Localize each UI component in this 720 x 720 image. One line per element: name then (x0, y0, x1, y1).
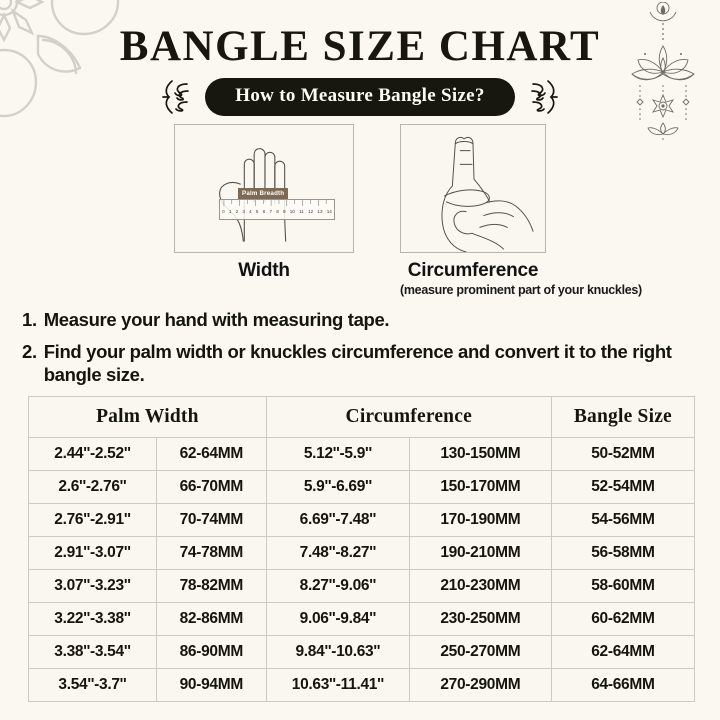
list-item: 1. Measure your hand with measuring tape… (22, 308, 698, 332)
table-cell: 9.84''-10.63'' (265, 635, 410, 669)
mandala-flower-ornament (0, 0, 132, 130)
table-cell: 3.38''-3.54'' (28, 635, 157, 669)
table-row: 2.91''-3.07'' 74-78MM 7.48''-8.27'' 190-210… (28, 536, 696, 570)
table-cell: 5.9''-6.69'' (265, 470, 410, 504)
hand-with-measuring-tape-icon (400, 124, 546, 253)
step-text: Find your palm width or knuckles circumf… (43, 340, 672, 386)
table-cell: 3.22''-3.38'' (28, 602, 157, 636)
list-item: 2. Find your palm width or knuckles circ… (22, 340, 698, 387)
table-cell: 250-270MM (408, 635, 552, 669)
column-header-bangle-size: Bangle Size (550, 396, 696, 438)
page-title: BANGLE SIZE CHART (119, 23, 601, 70)
table-body: 2.44''-2.52'' 62-64MM 5.12''-5.9'' 130-150M… (28, 437, 696, 702)
table-cell: 5.12''-5.9'' (265, 437, 410, 471)
table-cell: 74-78MM (155, 536, 267, 570)
table-cell: 52-54MM (550, 470, 696, 504)
table-cell: 3.07''-3.23'' (28, 569, 157, 603)
table-cell: 54-56MM (550, 503, 696, 537)
table-cell: 58-60MM (550, 569, 696, 603)
table-cell: 2.6''-2.76'' (28, 470, 157, 504)
column-header-circumference: Circumference (265, 396, 552, 438)
table-cell: 270-290MM (408, 668, 552, 702)
table-cell: 90-94MM (155, 668, 267, 702)
column-header-palm-width: Palm Width (28, 396, 267, 438)
how-to-measure-banner: How to Measure Bangle Size? (0, 78, 720, 116)
width-diagram: Palm Breadth 0 1 2 3 4 5 6 7 8 9 10 11 12 13 14 (174, 124, 354, 282)
table-cell: 62-64MM (155, 437, 267, 471)
table-cell: 130-150MM (408, 437, 552, 471)
table-cell: 78-82MM (155, 569, 267, 603)
table-cell: 210-230MM (408, 569, 552, 603)
table-cell: 56-58MM (550, 536, 696, 570)
table-row: 2.76''-2.91'' 70-74MM 6.69''-7.48'' 170-190… (28, 503, 696, 537)
table-cell: 9.06''-9.84'' (265, 602, 410, 636)
table-cell: 70-74MM (155, 503, 267, 537)
table-cell: 2.44''-2.52'' (28, 437, 157, 471)
table-cell: 86-90MM (155, 635, 267, 669)
circumference-diagram: Circumference (measure prominent part of… (400, 124, 642, 297)
step-text: Measure your hand with measuring tape. (43, 309, 390, 330)
table-cell: 60-62MM (550, 602, 696, 636)
width-caption: Width (238, 260, 290, 281)
table-header-row: Palm Width Circumference Bangle Size (28, 396, 696, 438)
table-cell: 2.76''-2.91'' (28, 503, 157, 537)
table-row: 3.38''-3.54'' 86-90MM 9.84''-10.63'' 250-27… (28, 635, 696, 669)
table-cell: 170-190MM (408, 503, 552, 537)
table-row: 3.07''-3.23'' 78-82MM 8.27''-9.06'' 210-230… (28, 569, 696, 603)
table-row: 3.22''-3.38'' 82-86MM 9.06''-9.84'' 230-250… (28, 602, 696, 636)
step-number: 2. (22, 340, 37, 362)
ruler-numbers: 0 1 2 3 4 5 6 7 8 9 10 11 12 13 14 (222, 209, 332, 214)
open-palm-with-ruler-icon: Palm Breadth 0 1 2 3 4 5 6 7 8 9 10 11 12 13 14 (174, 124, 354, 253)
circumference-subcaption: (measure prominent part of your knuckles… (400, 283, 642, 297)
table-cell: 62-64MM (550, 635, 696, 669)
table-row: 2.44''-2.52'' 62-64MM 5.12''-5.9'' 130-150M… (28, 437, 696, 471)
table-cell: 10.63''-11.41'' (265, 668, 410, 702)
bangle-size-table: Palm Width Circumference Bangle Size 2.4… (28, 396, 696, 702)
table-row: 3.54''-3.7'' 90-94MM 10.63''-11.41'' 270-29… (28, 668, 696, 702)
table-cell: 3.54''-3.7'' (28, 668, 157, 702)
table-cell: 8.27''-9.06'' (265, 569, 410, 603)
table-cell: 150-170MM (408, 470, 552, 504)
palm-breadth-tag: Palm Breadth (238, 188, 289, 199)
flourish-left-icon (161, 78, 195, 116)
table-cell: 66-70MM (155, 470, 267, 504)
table-cell: 190-210MM (408, 536, 552, 570)
how-to-measure-label: How to Measure Bangle Size? (205, 78, 515, 116)
table-cell: 82-86MM (155, 602, 267, 636)
measurement-diagrams: Palm Breadth 0 1 2 3 4 5 6 7 8 9 10 11 12 13 14 (0, 124, 720, 297)
instruction-list: 1. Measure your hand with measuring tape… (22, 308, 698, 395)
lotus-mandala-ornament (620, 1, 706, 142)
table-cell: 7.48''-8.27'' (265, 536, 410, 570)
table-cell: 2.91''-3.07'' (28, 536, 157, 570)
step-number: 1. (22, 309, 37, 330)
table-cell: 230-250MM (408, 602, 552, 636)
flourish-right-icon (525, 78, 559, 116)
table-row: 2.6''-2.76'' 66-70MM 5.9''-6.69'' 150-170MM… (28, 470, 696, 504)
table-cell: 64-66MM (550, 668, 696, 702)
ruler-graphic: 0 1 2 3 4 5 6 7 8 9 10 11 12 13 14 (219, 199, 335, 220)
table-cell: 6.69''-7.48'' (265, 503, 410, 537)
size-table-wrapper: Palm Width Circumference Bangle Size 2.4… (28, 396, 696, 702)
circumference-caption: Circumference (407, 260, 539, 281)
table-cell: 50-52MM (550, 437, 696, 471)
